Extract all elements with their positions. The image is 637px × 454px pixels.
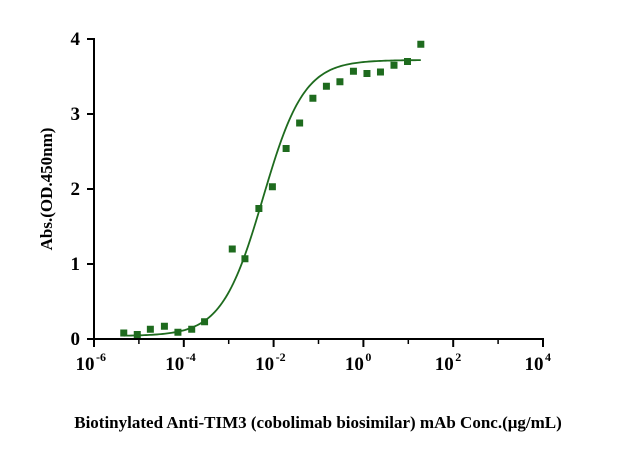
x-tick-exponent: 2 xyxy=(455,350,461,364)
y-tick-label: 3 xyxy=(71,104,81,125)
data-point xyxy=(174,328,182,336)
x-tick-exponent: 0 xyxy=(365,350,371,364)
data-point xyxy=(390,61,398,69)
data-point xyxy=(322,82,330,90)
data-point xyxy=(120,329,128,337)
x-tick-label: 10 -4 xyxy=(165,350,196,375)
fit-curve xyxy=(123,59,421,337)
data-point xyxy=(404,58,411,65)
data-point xyxy=(336,78,344,86)
x-tick-base: 10 xyxy=(345,354,364,375)
x-tick-base: 10 xyxy=(435,354,454,375)
data-point xyxy=(376,68,384,76)
data-point xyxy=(268,183,276,191)
x-tick-exponent: -4 xyxy=(186,350,196,364)
data-point xyxy=(228,245,236,253)
x-tick-label: 10 4 xyxy=(525,350,552,375)
x-tick-exponent: -6 xyxy=(96,350,106,364)
y-tick-label: 1 xyxy=(71,254,81,275)
data-point xyxy=(201,318,209,326)
data-point xyxy=(417,40,425,48)
data-point xyxy=(160,322,168,330)
y-tick-label: 4 xyxy=(71,29,81,50)
x-tick-label: 10 -6 xyxy=(76,350,107,375)
y-tick-label: 2 xyxy=(71,179,81,200)
x-tick-base: 10 xyxy=(76,354,95,375)
x-tick-exponent: -2 xyxy=(276,350,286,364)
data-point xyxy=(255,205,263,212)
y-tick-label: 0 xyxy=(71,329,81,350)
x-tick-base: 10 xyxy=(165,354,184,375)
data-point xyxy=(188,325,196,333)
x-tick-base: 10 xyxy=(525,354,544,375)
x-tick-label: 10 -2 xyxy=(255,350,286,375)
data-point xyxy=(363,70,371,77)
y-axis-title: Abs.(OD.450nm) xyxy=(37,128,56,251)
data-point xyxy=(133,331,141,338)
plot-area xyxy=(120,40,425,338)
data-point xyxy=(349,67,357,75)
data-point xyxy=(146,325,154,333)
x-axis-title: Biotinylated Anti-TIM3 (cobolimab biosim… xyxy=(74,413,562,432)
x-tick-label: 10 2 xyxy=(435,350,462,375)
x-tick-label: 10 0 xyxy=(345,350,372,375)
x-tick-base: 10 xyxy=(255,354,274,375)
data-point xyxy=(282,145,290,152)
x-tick-exponent: 4 xyxy=(545,350,551,364)
x-axis-ticks: 10 -6 10 -4 10 -2 10 0 10 2 10 4 xyxy=(76,339,552,375)
data-point xyxy=(296,119,304,127)
y-axis-ticks: 0 1 2 3 4 xyxy=(71,29,94,350)
data-point xyxy=(309,94,317,102)
data-point xyxy=(241,255,249,263)
